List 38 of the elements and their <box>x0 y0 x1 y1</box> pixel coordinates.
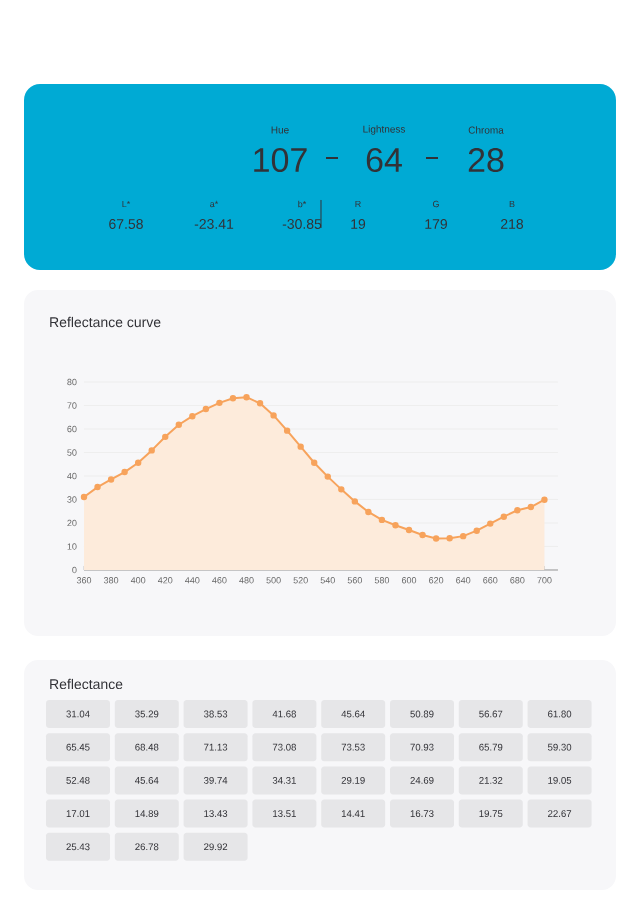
point <box>175 421 182 428</box>
point <box>419 531 426 539</box>
point <box>121 468 128 476</box>
text: 28 <box>468 147 504 173</box>
point <box>270 412 277 419</box>
point <box>405 526 413 534</box>
point <box>432 535 440 542</box>
point <box>459 532 467 540</box>
point <box>202 405 210 413</box>
point <box>338 486 345 493</box>
point <box>256 400 264 407</box>
point <box>392 522 399 529</box>
point <box>229 395 237 402</box>
point <box>500 513 508 520</box>
point <box>80 493 88 501</box>
point <box>541 496 548 503</box>
point <box>365 508 372 516</box>
text: 107 <box>254 147 307 173</box>
point <box>487 520 494 527</box>
point <box>351 498 359 505</box>
point <box>514 507 521 514</box>
point <box>134 459 142 466</box>
point <box>216 399 223 407</box>
text: 64 <box>366 147 402 173</box>
point <box>297 443 304 450</box>
point <box>311 459 318 466</box>
point <box>324 473 331 480</box>
point <box>473 527 480 534</box>
point <box>243 394 250 401</box>
point <box>162 433 169 441</box>
point <box>189 413 196 420</box>
point <box>283 427 291 434</box>
point <box>107 476 115 483</box>
point <box>446 535 453 542</box>
point <box>378 516 386 524</box>
point <box>527 503 535 511</box>
point <box>148 447 155 454</box>
point <box>94 483 101 491</box>
